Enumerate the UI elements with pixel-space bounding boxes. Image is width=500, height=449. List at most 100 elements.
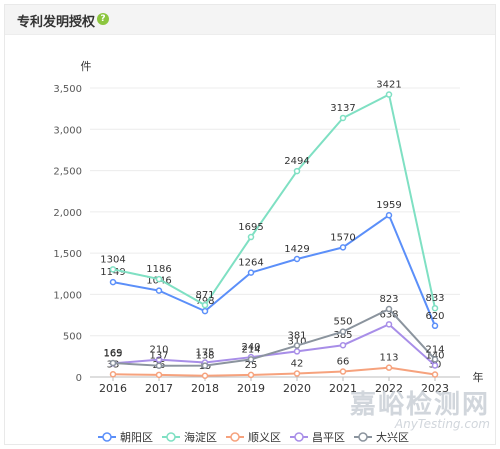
legend-swatch-marker[interactable]	[294, 432, 304, 442]
data-label: 1695	[238, 222, 263, 233]
y-tick-label: 1,000	[53, 290, 82, 301]
data-point[interactable]	[339, 114, 347, 122]
data-label: 620	[425, 311, 444, 322]
data-point[interactable]	[385, 305, 393, 313]
legend-swatch-marker[interactable]	[230, 432, 240, 442]
data-point[interactable]	[201, 372, 209, 380]
data-point[interactable]	[293, 348, 301, 355]
data-label: 1304	[100, 254, 125, 265]
data-point[interactable]	[109, 359, 117, 367]
data-label: 638	[379, 309, 398, 320]
data-point[interactable]	[385, 364, 393, 371]
data-point[interactable]	[155, 287, 163, 294]
legend-swatch-marker[interactable]	[358, 432, 368, 442]
data-label: 140	[425, 350, 444, 361]
y-tick-label: 500	[63, 332, 82, 343]
data-label: 25	[245, 360, 258, 371]
data-point[interactable]	[155, 356, 163, 363]
data-point[interactable]	[201, 307, 209, 315]
legend-label: 海淀区	[184, 430, 217, 444]
legend-swatch-marker[interactable]	[102, 432, 112, 442]
data-point[interactable]	[339, 368, 347, 375]
data-point[interactable]	[431, 304, 439, 312]
data-label: 214	[425, 344, 444, 355]
y-tick-label: 3,000	[53, 125, 82, 136]
chart-panel: 专利发明授权 ?	[4, 4, 496, 445]
data-label: 3137	[330, 103, 355, 114]
y-axis-title: 件	[81, 60, 92, 73]
data-point[interactable]	[247, 356, 255, 363]
series-line-4	[112, 323, 436, 367]
x-tick-label: 2020	[283, 382, 311, 395]
data-point[interactable]	[385, 211, 393, 219]
data-label: 1264	[238, 258, 263, 269]
data-point[interactable]	[385, 321, 393, 328]
data-label: 175	[195, 348, 214, 359]
data-point[interactable]	[385, 91, 393, 98]
data-point[interactable]	[155, 275, 163, 283]
data-point[interactable]	[247, 233, 255, 241]
data-label: 210	[149, 345, 168, 356]
data-point[interactable]	[201, 301, 209, 309]
data-label: 214	[241, 344, 260, 355]
data-label: 165	[103, 348, 122, 359]
data-label: 138	[195, 351, 214, 362]
y-tick-label: 2,500	[53, 167, 82, 178]
data-point[interactable]	[431, 371, 439, 378]
data-label: 1186	[146, 264, 171, 275]
legend-label: 顺义区	[248, 431, 281, 444]
data-point[interactable]	[339, 328, 347, 335]
data-label: 1570	[330, 232, 355, 243]
x-tick-label: 2022	[375, 382, 403, 395]
data-label: 1959	[376, 200, 401, 211]
x-tick-label: 2021	[329, 382, 357, 395]
data-point[interactable]	[431, 362, 439, 369]
data-label: 3421	[376, 80, 401, 91]
help-icon[interactable]: ?	[97, 13, 109, 25]
data-point[interactable]	[293, 167, 301, 175]
data-point[interactable]	[293, 342, 301, 349]
legend-label: 朝阳区	[120, 431, 153, 444]
data-label: 385	[333, 330, 352, 341]
data-point[interactable]	[109, 278, 117, 286]
data-point[interactable]	[293, 255, 301, 263]
data-point[interactable]	[247, 371, 255, 379]
x-tick-label: 2016	[99, 382, 127, 395]
series-line-1	[112, 214, 436, 327]
data-label: 169	[103, 348, 122, 359]
x-axis-title: 年	[473, 370, 484, 384]
data-label: 381	[287, 331, 306, 342]
data-label: 2494	[284, 156, 309, 167]
y-tick-label: 1,500	[53, 249, 82, 260]
data-point[interactable]	[293, 370, 301, 377]
x-tick-label: 2019	[237, 382, 265, 395]
data-label: 240	[241, 342, 260, 353]
legend-label: 昌平区	[312, 431, 345, 444]
data-label: 823	[379, 294, 398, 305]
data-label: 798	[195, 296, 214, 307]
data-point[interactable]	[339, 244, 347, 251]
data-point[interactable]	[109, 266, 117, 273]
data-point[interactable]	[431, 322, 439, 330]
data-point[interactable]	[339, 341, 347, 349]
y-tick-label: 3,500	[53, 84, 82, 95]
data-point[interactable]	[155, 371, 163, 379]
legend-swatch-marker[interactable]	[166, 432, 176, 442]
data-point[interactable]	[109, 371, 117, 378]
panel-title: 专利发明授权	[17, 15, 96, 30]
data-point[interactable]	[201, 362, 209, 369]
data-point[interactable]	[155, 362, 163, 369]
data-point[interactable]	[431, 356, 439, 363]
series-line-5	[112, 308, 436, 367]
series-line-3	[112, 366, 436, 377]
data-label: 113	[379, 353, 398, 364]
legend-label: 大兴区	[376, 430, 409, 444]
data-label: 833	[425, 293, 444, 304]
data-point[interactable]	[247, 269, 255, 276]
data-label: 1429	[284, 244, 309, 255]
data-label: 310	[287, 336, 306, 347]
data-label: 42	[291, 359, 304, 370]
x-tick-label: 2023	[421, 382, 449, 395]
x-tick-label: 2017	[145, 382, 173, 395]
